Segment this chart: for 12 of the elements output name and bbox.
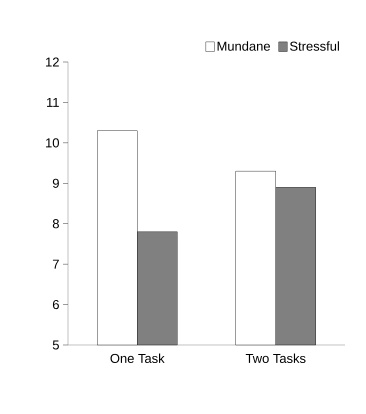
- x-tick-label: Two Tasks: [246, 354, 306, 364]
- y-tick-label: 10: [46, 138, 59, 148]
- y-tick-label: 7: [52, 260, 59, 269]
- y-tick-label: 12: [46, 57, 59, 67]
- y-tick-label: 8: [52, 219, 59, 228]
- y-tick-label: 5: [52, 340, 59, 350]
- legend-label: Mundane: [218, 41, 270, 51]
- x-tick-label: One Task: [110, 354, 165, 364]
- y-tick-label: 11: [47, 98, 59, 107]
- legend-label: Stressful: [290, 41, 339, 51]
- y-tick-label: 9: [52, 178, 59, 188]
- y-tick-label: 6: [52, 300, 59, 310]
